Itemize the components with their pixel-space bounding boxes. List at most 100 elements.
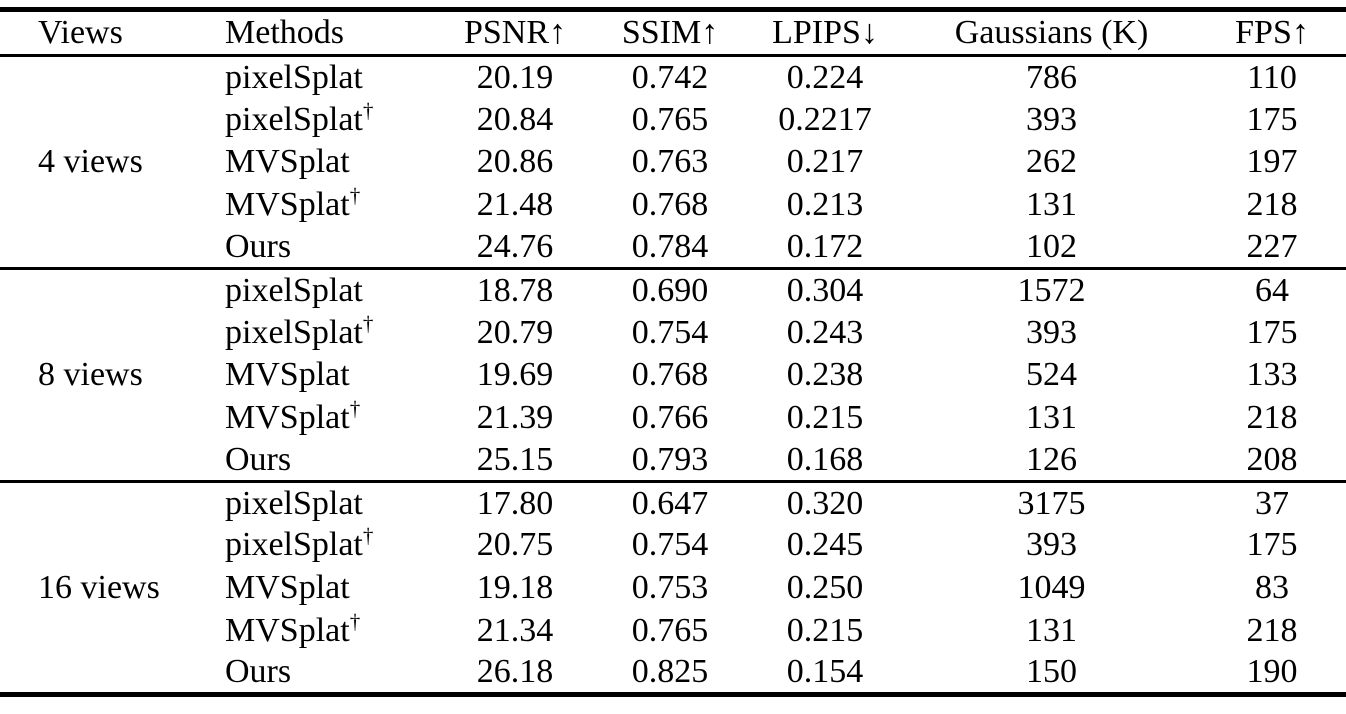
fps-value: 227 bbox=[1246, 227, 1298, 265]
col-header-gaussians: Gaussians (K) bbox=[954, 14, 1149, 52]
method-name: MVSplat bbox=[225, 356, 350, 394]
fps-value: 197 bbox=[1246, 143, 1298, 181]
views-section: 16 views pixelSplat 17.80 0.647 0.320 3175 37 p… bbox=[0, 481, 1346, 694]
table-row: 16 views pixelSplat 17.80 0.647 0.320 3175 37 bbox=[0, 481, 1346, 604]
table-row: Ours 24.76 0.784 0.172 102 227 bbox=[0, 226, 1346, 269]
ssim-value: 0.765 bbox=[631, 100, 709, 138]
paper-table-figure: Views Methods PSNR↑ SSIM↑ LPIPS↓ Gaussia… bbox=[0, 7, 1346, 697]
table-row: MVSplat† 21.34 0.765 0.215 131 218 bbox=[0, 609, 1346, 652]
dagger-superscript: † bbox=[362, 98, 374, 123]
ssim-value: 0.753 bbox=[631, 569, 709, 607]
lpips-value: 0.250 bbox=[786, 569, 864, 607]
fps-value: 83 bbox=[1255, 569, 1289, 607]
psnr-value: 26.18 bbox=[476, 653, 554, 691]
ssim-value: 0.647 bbox=[631, 484, 709, 522]
fps-value: 133 bbox=[1246, 356, 1298, 394]
views-group-label: 8 views bbox=[38, 356, 143, 394]
method-name: pixelSplat† bbox=[225, 98, 374, 138]
gaussians-value: 262 bbox=[1026, 143, 1077, 181]
table-row: MVSplat 20.86 0.763 0.217 262 197 bbox=[0, 141, 1346, 184]
psnr-value: 24.76 bbox=[476, 227, 554, 265]
lpips-value: 0.154 bbox=[786, 653, 864, 691]
gaussians-value: 3175 bbox=[1017, 484, 1086, 522]
psnr-value: 19.18 bbox=[476, 569, 554, 607]
lpips-value: 0.245 bbox=[786, 526, 864, 564]
psnr-value: 18.78 bbox=[476, 271, 554, 309]
method-name: Ours bbox=[225, 227, 292, 265]
dagger-superscript: † bbox=[362, 311, 374, 336]
table-row: MVSplat 19.18 0.753 0.250 1049 83 bbox=[0, 567, 1346, 610]
fps-value: 218 bbox=[1246, 185, 1298, 223]
fps-value: 175 bbox=[1246, 100, 1298, 138]
table-row: pixelSplat† 20.84 0.765 0.2217 393 175 bbox=[0, 98, 1346, 141]
table-row: 8 views pixelSplat 18.78 0.690 0.304 1572 64 bbox=[0, 268, 1346, 392]
col-header-fps: FPS↑ bbox=[1235, 14, 1309, 52]
ssim-value: 0.768 bbox=[631, 185, 709, 223]
fps-value: 110 bbox=[1247, 58, 1297, 96]
gaussians-value: 102 bbox=[1026, 227, 1077, 265]
table-row: MVSplat† 21.48 0.768 0.213 131 218 bbox=[0, 183, 1346, 226]
views-group-label: 16 views bbox=[38, 568, 160, 606]
gaussians-value: 393 bbox=[1026, 313, 1077, 351]
ssim-value: 0.766 bbox=[631, 398, 709, 436]
method-name: pixelSplat bbox=[225, 58, 363, 96]
method-name: MVSplat† bbox=[225, 609, 361, 649]
gaussians-value: 786 bbox=[1026, 58, 1077, 96]
lpips-value: 0.215 bbox=[786, 398, 864, 436]
lpips-value: 0.320 bbox=[786, 484, 864, 522]
ssim-value: 0.793 bbox=[631, 440, 709, 478]
ssim-value: 0.742 bbox=[631, 58, 709, 96]
table-row: Ours 25.15 0.793 0.168 126 208 bbox=[0, 439, 1346, 482]
lpips-value: 0.172 bbox=[786, 227, 864, 265]
fps-value: 218 bbox=[1246, 611, 1298, 649]
gaussians-value: 1049 bbox=[1017, 569, 1086, 607]
method-name: pixelSplat† bbox=[225, 524, 374, 564]
method-name: MVSplat bbox=[225, 569, 350, 607]
lpips-value: 0.304 bbox=[786, 271, 864, 309]
views-section: 8 views pixelSplat 18.78 0.690 0.304 1572 64 pi… bbox=[0, 268, 1346, 481]
col-header-lpips: LPIPS↓ bbox=[772, 14, 878, 52]
fps-value: 208 bbox=[1246, 440, 1298, 478]
method-name: pixelSplat bbox=[225, 271, 363, 309]
dagger-superscript: † bbox=[362, 524, 374, 549]
psnr-value: 20.19 bbox=[476, 58, 554, 96]
psnr-value: 20.75 bbox=[476, 526, 554, 564]
results-table: Views Methods PSNR↑ SSIM↑ LPIPS↓ Gaussia… bbox=[0, 7, 1346, 697]
lpips-value: 0.224 bbox=[786, 58, 864, 96]
views-group-label: 4 views bbox=[38, 143, 143, 181]
lpips-value: 0.215 bbox=[786, 611, 864, 649]
ssim-value: 0.765 bbox=[631, 611, 709, 649]
method-name: MVSplat† bbox=[225, 396, 361, 436]
dagger-superscript: † bbox=[349, 609, 361, 634]
table-row: MVSplat† 21.39 0.766 0.215 131 218 bbox=[0, 396, 1346, 439]
dagger-superscript: † bbox=[349, 396, 361, 421]
table-header: Views Methods PSNR↑ SSIM↑ LPIPS↓ Gaussia… bbox=[0, 10, 1346, 56]
table-row: 4 views pixelSplat 20.19 0.742 0.224 786 110 bbox=[0, 56, 1346, 180]
col-header-methods: Methods bbox=[225, 14, 344, 52]
fps-value: 218 bbox=[1246, 398, 1298, 436]
col-header-psnr: PSNR↑ bbox=[463, 14, 567, 52]
psnr-value: 21.34 bbox=[476, 611, 554, 649]
ssim-value: 0.690 bbox=[631, 271, 709, 309]
method-name: MVSplat† bbox=[225, 183, 361, 223]
psnr-value: 20.79 bbox=[476, 313, 554, 351]
psnr-value: 21.39 bbox=[476, 398, 554, 436]
lpips-value: 0.168 bbox=[786, 440, 864, 478]
fps-value: 175 bbox=[1246, 526, 1298, 564]
lpips-value: 0.238 bbox=[786, 356, 864, 394]
gaussians-value: 131 bbox=[1026, 398, 1077, 436]
psnr-value: 20.86 bbox=[476, 143, 554, 181]
table-row: pixelSplat† 20.79 0.754 0.243 393 175 bbox=[0, 311, 1346, 354]
gaussians-value: 524 bbox=[1026, 356, 1077, 394]
method-name: Ours bbox=[225, 440, 292, 478]
ssim-value: 0.784 bbox=[631, 227, 709, 265]
gaussians-value: 393 bbox=[1026, 526, 1077, 564]
table-row: pixelSplat† 20.75 0.754 0.245 393 175 bbox=[0, 524, 1346, 567]
psnr-value: 21.48 bbox=[476, 185, 554, 223]
method-name: MVSplat bbox=[225, 143, 350, 181]
gaussians-value: 126 bbox=[1026, 440, 1077, 478]
ssim-value: 0.754 bbox=[631, 313, 709, 351]
psnr-value: 19.69 bbox=[476, 356, 554, 394]
col-header-views: Views bbox=[38, 14, 123, 52]
views-section: 4 views pixelSplat 20.19 0.742 0.224 786 110 pi… bbox=[0, 55, 1346, 269]
